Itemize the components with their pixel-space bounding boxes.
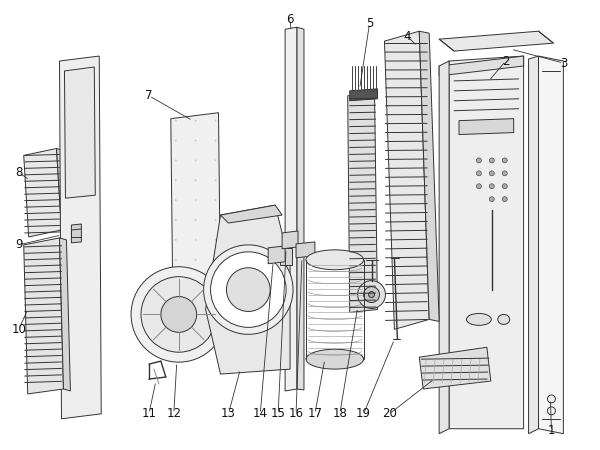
Ellipse shape bbox=[306, 250, 364, 270]
Text: 11: 11 bbox=[142, 407, 157, 420]
Circle shape bbox=[194, 219, 197, 221]
Circle shape bbox=[194, 140, 197, 141]
Circle shape bbox=[490, 184, 494, 189]
Polygon shape bbox=[59, 238, 70, 391]
Circle shape bbox=[194, 120, 197, 122]
Ellipse shape bbox=[466, 314, 491, 325]
Polygon shape bbox=[459, 119, 514, 135]
Polygon shape bbox=[282, 231, 298, 249]
Polygon shape bbox=[449, 56, 524, 429]
Circle shape bbox=[175, 259, 177, 261]
Text: 15: 15 bbox=[271, 407, 286, 420]
Text: 6: 6 bbox=[286, 13, 294, 26]
Text: 1: 1 bbox=[548, 424, 555, 437]
Text: 7: 7 bbox=[145, 89, 152, 102]
Text: 8: 8 bbox=[15, 166, 22, 179]
Text: 9: 9 bbox=[15, 238, 22, 252]
Polygon shape bbox=[206, 205, 290, 374]
Circle shape bbox=[194, 159, 197, 162]
Circle shape bbox=[490, 197, 494, 202]
Polygon shape bbox=[64, 67, 95, 198]
Circle shape bbox=[215, 239, 217, 241]
Text: 4: 4 bbox=[404, 30, 411, 43]
Circle shape bbox=[226, 268, 270, 311]
Polygon shape bbox=[529, 56, 539, 434]
Circle shape bbox=[215, 279, 217, 281]
Circle shape bbox=[194, 279, 197, 281]
Text: 5: 5 bbox=[366, 17, 373, 30]
Polygon shape bbox=[439, 56, 524, 76]
Circle shape bbox=[175, 199, 177, 201]
Circle shape bbox=[215, 259, 217, 261]
Polygon shape bbox=[439, 31, 553, 51]
Circle shape bbox=[476, 158, 481, 163]
Circle shape bbox=[194, 199, 197, 201]
Circle shape bbox=[175, 120, 177, 122]
Text: 3: 3 bbox=[560, 57, 567, 69]
Circle shape bbox=[194, 239, 197, 241]
Polygon shape bbox=[71, 224, 82, 243]
Ellipse shape bbox=[498, 315, 509, 324]
Circle shape bbox=[215, 199, 217, 201]
Circle shape bbox=[203, 245, 293, 334]
Polygon shape bbox=[439, 61, 449, 434]
Circle shape bbox=[215, 179, 217, 181]
Polygon shape bbox=[280, 248, 292, 265]
Circle shape bbox=[358, 281, 385, 309]
Polygon shape bbox=[385, 31, 429, 329]
Circle shape bbox=[161, 297, 197, 333]
Text: 20: 20 bbox=[382, 407, 397, 420]
Circle shape bbox=[175, 239, 177, 241]
Text: 10: 10 bbox=[11, 323, 26, 336]
Circle shape bbox=[175, 179, 177, 181]
Polygon shape bbox=[24, 148, 61, 237]
Circle shape bbox=[502, 171, 507, 176]
Circle shape bbox=[175, 219, 177, 221]
Circle shape bbox=[215, 140, 217, 141]
Circle shape bbox=[502, 184, 507, 189]
Circle shape bbox=[175, 159, 177, 162]
Polygon shape bbox=[297, 27, 304, 390]
Circle shape bbox=[131, 267, 226, 362]
Circle shape bbox=[194, 259, 197, 261]
Polygon shape bbox=[348, 93, 377, 312]
Polygon shape bbox=[56, 148, 68, 232]
Circle shape bbox=[211, 252, 286, 327]
Circle shape bbox=[364, 287, 380, 302]
Circle shape bbox=[502, 158, 507, 163]
Text: 18: 18 bbox=[332, 407, 347, 420]
Circle shape bbox=[215, 219, 217, 221]
Text: 19: 19 bbox=[356, 407, 371, 420]
Circle shape bbox=[175, 279, 177, 281]
Circle shape bbox=[476, 171, 481, 176]
Circle shape bbox=[490, 171, 494, 176]
Ellipse shape bbox=[306, 349, 364, 369]
Polygon shape bbox=[539, 56, 563, 434]
Polygon shape bbox=[350, 89, 377, 101]
Circle shape bbox=[215, 120, 217, 122]
Circle shape bbox=[476, 184, 481, 189]
Circle shape bbox=[141, 277, 217, 352]
Polygon shape bbox=[24, 238, 64, 394]
Circle shape bbox=[368, 292, 374, 297]
Polygon shape bbox=[419, 347, 491, 389]
Polygon shape bbox=[220, 205, 282, 223]
Polygon shape bbox=[419, 31, 439, 321]
Polygon shape bbox=[285, 27, 297, 391]
Polygon shape bbox=[296, 242, 315, 258]
Text: 12: 12 bbox=[166, 407, 181, 420]
Text: 17: 17 bbox=[307, 407, 322, 420]
Circle shape bbox=[502, 197, 507, 202]
Circle shape bbox=[175, 140, 177, 141]
Polygon shape bbox=[59, 56, 101, 419]
Circle shape bbox=[490, 158, 494, 163]
Polygon shape bbox=[171, 112, 220, 300]
Polygon shape bbox=[268, 246, 285, 264]
Circle shape bbox=[215, 159, 217, 162]
Circle shape bbox=[194, 179, 197, 181]
Text: 2: 2 bbox=[502, 54, 509, 68]
Text: 13: 13 bbox=[221, 407, 236, 420]
Text: 14: 14 bbox=[253, 407, 268, 420]
Text: 16: 16 bbox=[289, 407, 304, 420]
